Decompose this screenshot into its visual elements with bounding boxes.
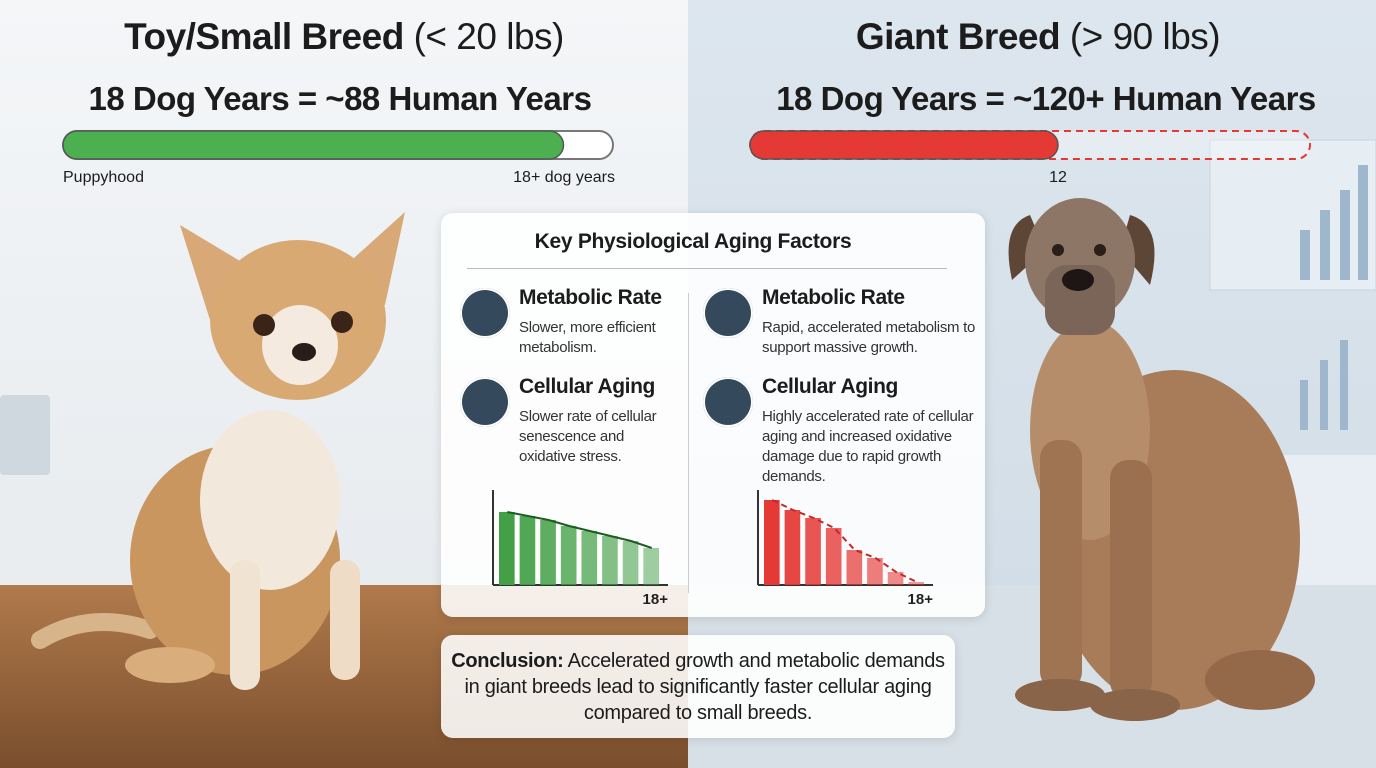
factor-text: Highly accelerated rate of cellular agin… xyxy=(762,408,974,485)
right-title: Giant Breed xyxy=(855,16,1061,57)
progress-fill-label: 12 xyxy=(1049,169,1067,186)
conclusion: Conclusion: Accelerated growth and metab… xyxy=(448,648,948,726)
left-heading: Toy/Small Breed (< 20 lbs) xyxy=(0,16,688,58)
conclusion-text: Accelerated growth and metabolic demands… xyxy=(464,650,945,724)
column-divider xyxy=(688,293,689,593)
right-equation: 18 Dog Years = ~120+ Human Years xyxy=(776,80,1316,117)
left-title-note: (< 20 lbs) xyxy=(413,16,565,57)
divider xyxy=(467,268,947,269)
conclusion-label: Conclusion: xyxy=(451,650,564,672)
factor-icon xyxy=(460,288,510,338)
wall-bars xyxy=(1300,165,1368,430)
right-title-note: (> 90 lbs) xyxy=(1069,16,1221,57)
small-dog xyxy=(31,212,405,690)
factor-text: Slower, more efficient metabolism. xyxy=(519,319,656,356)
factor-title: Metabolic Rate xyxy=(762,286,905,309)
factors-title: Key Physiological Aging Factors xyxy=(534,230,852,253)
factor-title: Cellular Aging xyxy=(519,375,655,398)
factor-title: Metabolic Rate xyxy=(519,286,662,309)
left-title: Toy/Small Breed xyxy=(124,16,404,57)
factor-title: Cellular Aging xyxy=(762,375,898,398)
right-heading: Giant Breed (> 90 lbs) xyxy=(688,16,1376,58)
factor-text: Rapid, accelerated metabolism to support… xyxy=(762,319,976,356)
giant-dog xyxy=(1008,198,1315,721)
progress-start-label: Puppyhood xyxy=(63,169,144,186)
conclusion-card: Conclusion: Accelerated growth and metab… xyxy=(441,635,955,738)
factor-icon xyxy=(703,377,753,427)
progress-end-label: 18+ dog years xyxy=(513,169,615,186)
wall-chart xyxy=(1209,139,1376,291)
factor-icon xyxy=(460,377,510,427)
factor-text: Slower rate of cellular senescence and o… xyxy=(519,408,657,465)
factor-icon xyxy=(703,288,753,338)
cabinet xyxy=(0,480,150,590)
left-equation: 18 Dog Years = ~88 Human Years xyxy=(88,80,592,117)
monitor xyxy=(0,395,50,475)
